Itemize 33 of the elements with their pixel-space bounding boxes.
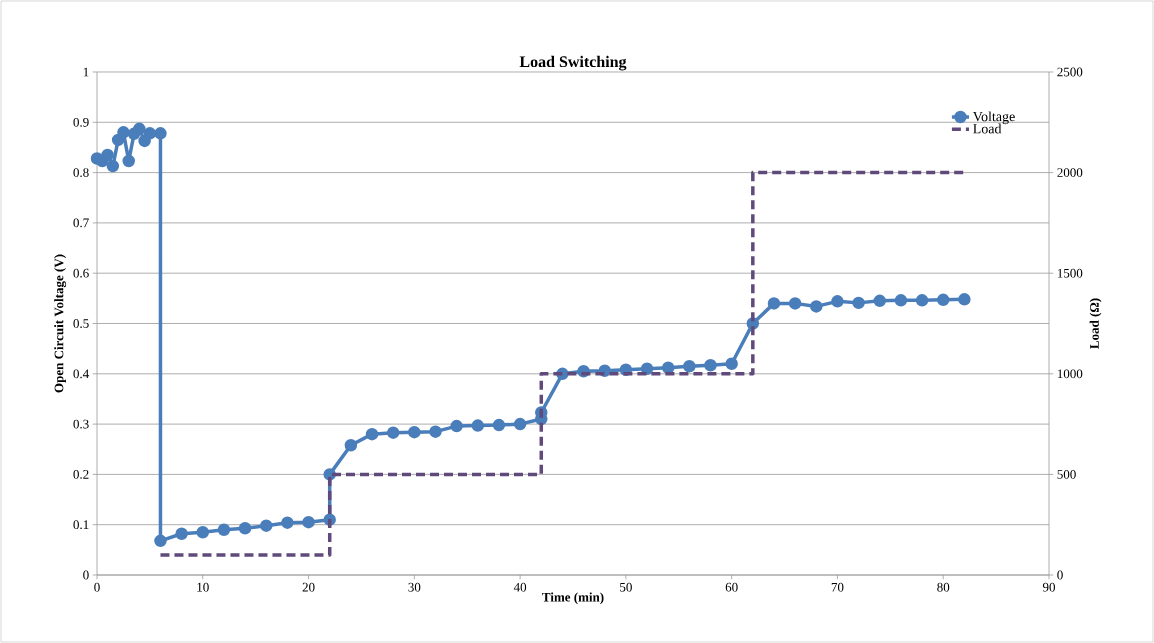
y-tick-label: 1 bbox=[83, 67, 89, 77]
y2-tick-label: 2000 bbox=[1057, 168, 1083, 177]
x-tick-label: 60 bbox=[725, 582, 738, 592]
x-tick-label: 80 bbox=[937, 582, 950, 592]
legend-label: Load bbox=[973, 123, 1002, 134]
y-tick-label: 0.5 bbox=[73, 319, 89, 328]
y2-axis-title: Load (Ω) bbox=[1089, 298, 1102, 349]
y-tick-label: 0.1 bbox=[73, 520, 89, 530]
y-tick-label: 0.4 bbox=[73, 369, 89, 379]
y-tick-label: 0.3 bbox=[73, 419, 89, 429]
y2-tick-label: 1000 bbox=[1057, 369, 1083, 379]
x-tick-label: 30 bbox=[408, 582, 421, 592]
y-tick-label: 0 bbox=[83, 570, 89, 580]
x-tick-label: 20 bbox=[302, 582, 315, 592]
y-tick-label: 0.7 bbox=[73, 218, 89, 228]
chart-title: Load Switching bbox=[519, 55, 627, 71]
x-tick-label: 90 bbox=[1042, 582, 1056, 592]
x-tick-label: 40 bbox=[513, 582, 527, 592]
y2-tick-label: 0 bbox=[1057, 570, 1063, 580]
y2-tick-label: 2500 bbox=[1057, 67, 1083, 77]
y-tick-label: 0.8 bbox=[73, 168, 89, 178]
x-tick-label: 50 bbox=[620, 582, 632, 592]
x-axis-title: Time (min) bbox=[542, 592, 604, 605]
y-tick-label: 0.6 bbox=[73, 268, 89, 278]
y2-tick-label: 500 bbox=[1057, 470, 1076, 479]
x-tick-label: 70 bbox=[831, 582, 844, 592]
y-tick-label: 0.9 bbox=[73, 117, 89, 127]
y-axis-title: Open Circuit Voltage (V) bbox=[54, 254, 67, 393]
x-tick-label: 10 bbox=[197, 582, 209, 592]
x-tick-label: 0 bbox=[94, 582, 100, 592]
legend-label: Voltage bbox=[972, 111, 1015, 125]
y-tick-label: 0.2 bbox=[73, 469, 89, 479]
y2-tick-label: 1500 bbox=[1057, 268, 1083, 278]
